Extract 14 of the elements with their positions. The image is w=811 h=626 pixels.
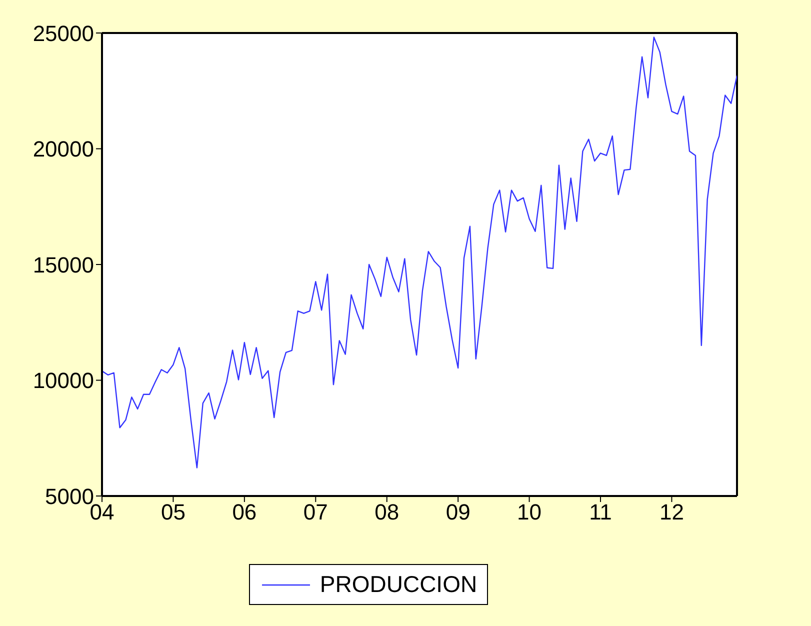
x-tick-label: 09 bbox=[446, 500, 470, 525]
x-tick-label: 08 bbox=[374, 500, 400, 525]
x-tick-label: 10 bbox=[517, 500, 542, 525]
y-tick-label: 10000 bbox=[32, 368, 94, 394]
x-tick-label: 05 bbox=[160, 500, 186, 525]
x-tick-label: 11 bbox=[589, 500, 612, 525]
line-series bbox=[102, 36, 737, 468]
x-tick-label: 12 bbox=[659, 500, 684, 525]
x-tick-label: 07 bbox=[303, 500, 328, 525]
x-tick-label: 06 bbox=[232, 500, 257, 525]
y-tick-label: 20000 bbox=[32, 136, 94, 162]
legend-label: PRODUCCION bbox=[320, 571, 478, 598]
y-tick-label: 25000 bbox=[32, 20, 94, 46]
y-tick-label: 15000 bbox=[32, 252, 94, 278]
